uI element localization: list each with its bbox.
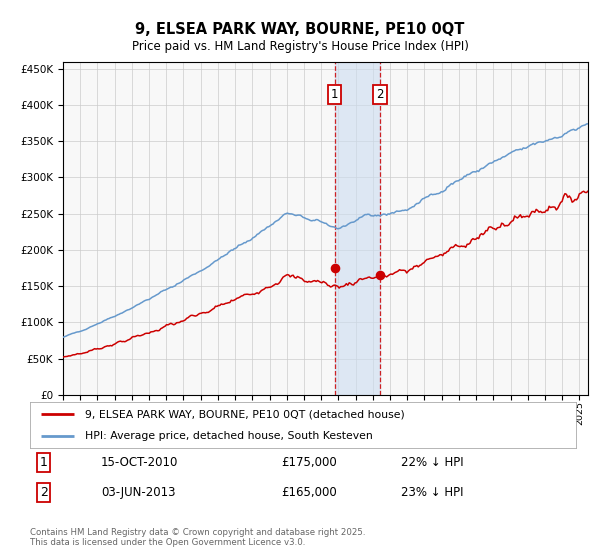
Text: 03-JUN-2013: 03-JUN-2013 — [101, 486, 175, 499]
Text: HPI: Average price, detached house, South Kesteven: HPI: Average price, detached house, Sout… — [85, 431, 373, 441]
Text: 9, ELSEA PARK WAY, BOURNE, PE10 0QT (detached house): 9, ELSEA PARK WAY, BOURNE, PE10 0QT (det… — [85, 409, 404, 419]
Text: Contains HM Land Registry data © Crown copyright and database right 2025.
This d: Contains HM Land Registry data © Crown c… — [30, 528, 365, 547]
Text: 2: 2 — [376, 88, 384, 101]
Text: 15-OCT-2010: 15-OCT-2010 — [101, 456, 178, 469]
Text: 2: 2 — [40, 486, 47, 499]
Text: Price paid vs. HM Land Registry's House Price Index (HPI): Price paid vs. HM Land Registry's House … — [131, 40, 469, 53]
Point — [375, 271, 385, 280]
Text: £175,000: £175,000 — [281, 456, 337, 469]
Point — [330, 264, 340, 273]
Bar — [335, 62, 380, 395]
Text: 9, ELSEA PARK WAY, BOURNE, PE10 0QT: 9, ELSEA PARK WAY, BOURNE, PE10 0QT — [136, 22, 464, 38]
Text: 23% ↓ HPI: 23% ↓ HPI — [401, 486, 464, 499]
Text: £165,000: £165,000 — [281, 486, 337, 499]
Text: 22% ↓ HPI: 22% ↓ HPI — [401, 456, 464, 469]
Text: 1: 1 — [40, 456, 47, 469]
Text: 1: 1 — [331, 88, 338, 101]
